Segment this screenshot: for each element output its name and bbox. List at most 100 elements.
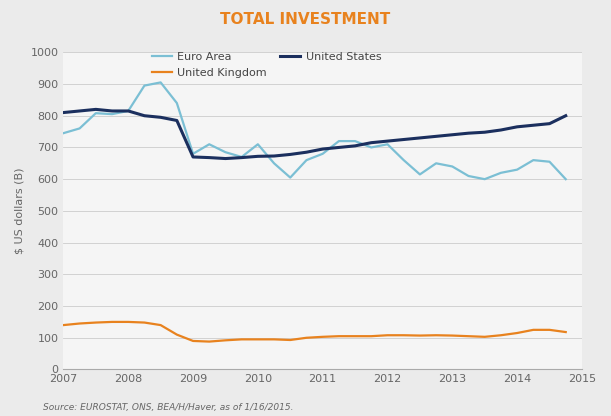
- United States: [513, 124, 521, 129]
- United States: [173, 118, 180, 123]
- Euro Area: [416, 172, 423, 177]
- United States: [351, 144, 359, 149]
- Text: Source: EUROSTAT, ONS, BEA/H/Haver, as of 1/16/2015.: Source: EUROSTAT, ONS, BEA/H/Haver, as o…: [43, 403, 293, 412]
- Euro Area: [433, 161, 440, 166]
- United States: [60, 110, 67, 115]
- United Kingdom: [92, 320, 100, 325]
- United States: [287, 152, 294, 157]
- United Kingdom: [351, 334, 359, 339]
- United States: [319, 146, 326, 151]
- United States: [335, 145, 343, 150]
- Y-axis label: $ US dollars (B): $ US dollars (B): [15, 168, 25, 254]
- Euro Area: [384, 142, 391, 147]
- Euro Area: [287, 175, 294, 180]
- United Kingdom: [530, 327, 537, 332]
- United States: [76, 109, 83, 114]
- United Kingdom: [205, 339, 213, 344]
- United States: [141, 113, 148, 118]
- United States: [189, 154, 197, 159]
- United States: [562, 113, 569, 118]
- United Kingdom: [497, 333, 505, 338]
- Euro Area: [351, 139, 359, 144]
- United Kingdom: [319, 334, 326, 339]
- Euro Area: [562, 177, 569, 182]
- United Kingdom: [238, 337, 246, 342]
- United Kingdom: [465, 334, 472, 339]
- United States: [546, 121, 553, 126]
- Euro Area: [303, 158, 310, 163]
- United Kingdom: [416, 333, 423, 338]
- Line: United Kingdom: United Kingdom: [64, 322, 566, 342]
- United States: [448, 132, 456, 137]
- Euro Area: [141, 83, 148, 88]
- Euro Area: [546, 159, 553, 164]
- United Kingdom: [368, 334, 375, 339]
- United Kingdom: [400, 333, 408, 338]
- United States: [433, 134, 440, 139]
- United Kingdom: [60, 322, 67, 327]
- United Kingdom: [189, 339, 197, 344]
- United Kingdom: [562, 329, 569, 334]
- United Kingdom: [433, 333, 440, 338]
- Euro Area: [189, 151, 197, 156]
- United States: [92, 107, 100, 112]
- Euro Area: [319, 151, 326, 156]
- United States: [497, 127, 505, 132]
- United Kingdom: [173, 332, 180, 337]
- United Kingdom: [546, 327, 553, 332]
- Euro Area: [481, 177, 488, 182]
- Euro Area: [465, 173, 472, 178]
- United States: [416, 136, 423, 141]
- United Kingdom: [448, 333, 456, 338]
- Euro Area: [368, 145, 375, 150]
- Euro Area: [254, 142, 262, 147]
- United States: [125, 109, 132, 114]
- Euro Area: [530, 158, 537, 163]
- United States: [157, 115, 164, 120]
- Euro Area: [173, 101, 180, 106]
- Euro Area: [335, 139, 343, 144]
- United States: [530, 123, 537, 128]
- United States: [465, 131, 472, 136]
- United Kingdom: [254, 337, 262, 342]
- United States: [368, 140, 375, 145]
- United States: [400, 137, 408, 142]
- United Kingdom: [513, 331, 521, 336]
- Euro Area: [271, 161, 278, 166]
- Euro Area: [92, 111, 100, 116]
- United Kingdom: [125, 319, 132, 324]
- Euro Area: [448, 164, 456, 169]
- United Kingdom: [271, 337, 278, 342]
- Text: TOTAL INVESTMENT: TOTAL INVESTMENT: [221, 12, 390, 27]
- United Kingdom: [287, 337, 294, 342]
- United States: [481, 130, 488, 135]
- Euro Area: [205, 142, 213, 147]
- United Kingdom: [303, 335, 310, 340]
- United States: [384, 139, 391, 144]
- Euro Area: [513, 167, 521, 172]
- United Kingdom: [481, 334, 488, 339]
- United Kingdom: [157, 322, 164, 327]
- United Kingdom: [141, 320, 148, 325]
- United Kingdom: [76, 321, 83, 326]
- United Kingdom: [335, 334, 343, 339]
- Euro Area: [497, 170, 505, 175]
- Euro Area: [238, 154, 246, 159]
- Euro Area: [125, 109, 132, 114]
- United Kingdom: [108, 319, 115, 324]
- Euro Area: [60, 131, 67, 136]
- United States: [303, 150, 310, 155]
- United Kingdom: [222, 338, 229, 343]
- United States: [108, 109, 115, 114]
- Euro Area: [400, 158, 408, 163]
- United States: [238, 155, 246, 160]
- Line: Euro Area: Euro Area: [64, 82, 566, 179]
- United States: [254, 154, 262, 159]
- Euro Area: [76, 126, 83, 131]
- Euro Area: [108, 111, 115, 116]
- United States: [271, 154, 278, 158]
- United Kingdom: [384, 333, 391, 338]
- Line: United States: United States: [64, 109, 566, 158]
- Euro Area: [157, 80, 164, 85]
- United States: [205, 155, 213, 160]
